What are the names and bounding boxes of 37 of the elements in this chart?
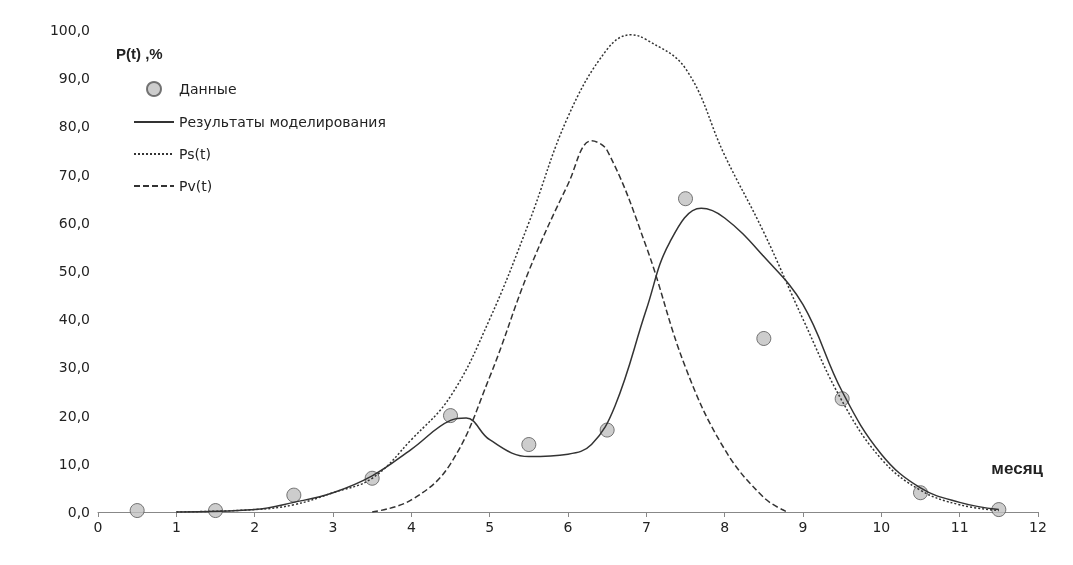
y-tick-label: 50,0 (58, 263, 90, 279)
x-tick-label: 12 (1029, 519, 1047, 535)
y-tick-label: 60,0 (58, 214, 90, 231)
point (678, 191, 693, 207)
x-tick-label: 4 (406, 519, 416, 535)
legend-label: Ps(t) (179, 146, 211, 162)
point (286, 487, 302, 503)
y-axis-title: P(t) ,% (116, 45, 163, 62)
x-axis-title: месяц (991, 459, 1044, 478)
y-tick-label: 90,0 (58, 70, 90, 87)
point (756, 330, 772, 346)
point (129, 503, 145, 519)
x-tick-label: 9 (798, 519, 808, 535)
y-tick-label: 10,0 (58, 455, 90, 472)
x-tick-label: 7 (641, 519, 651, 535)
x-tick-label: 2 (250, 519, 260, 535)
y-tick-label: 0,0 (67, 504, 90, 520)
y-tick-label: 40,0 (58, 311, 90, 328)
y-tick-label: 70,0 (58, 166, 90, 183)
x-tick-label: 1 (171, 519, 181, 535)
y-tick-label: 100,0 (49, 22, 90, 38)
x-tick-label: 10 (872, 519, 891, 535)
x-tick-label: 6 (563, 519, 573, 535)
point (991, 502, 1007, 518)
y-tick-label: 20,0 (58, 407, 90, 424)
y-tick-label: 30,0 (58, 359, 90, 376)
point (443, 408, 458, 424)
legend-label: Данные (179, 81, 237, 97)
legend-label: Pv(t) (179, 178, 213, 194)
y-tick-label: 80,0 (58, 118, 90, 135)
x-tick-label: 8 (720, 519, 730, 535)
x-tick-label: 5 (485, 519, 495, 535)
point (521, 437, 537, 453)
legend-label: Результаты моделирования (179, 114, 386, 130)
x-tick-label: 11 (950, 519, 969, 535)
x-tick-label: 3 (328, 519, 338, 535)
x-tick-label: 0 (93, 519, 103, 535)
